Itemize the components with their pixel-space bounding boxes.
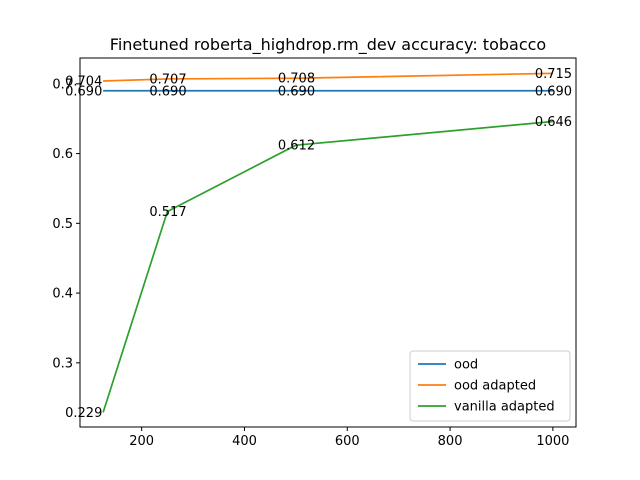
chart-title: Finetuned roberta_highdrop.rm_dev accura… <box>110 35 546 55</box>
data-label: 0.690 <box>149 84 186 99</box>
legend-label: ood <box>454 358 478 373</box>
data-label: 0.690 <box>278 84 315 99</box>
axes-frame <box>79 57 577 428</box>
data-label: 0.690 <box>535 84 572 99</box>
x-tick-label: 1000 <box>536 434 569 449</box>
legend-label: vanilla adapted <box>454 400 555 415</box>
data-label: 0.517 <box>149 205 186 220</box>
plot-area <box>79 57 577 428</box>
x-tick-label: 200 <box>129 434 154 449</box>
legend: ood ood adapted vanilla adapted <box>409 350 571 422</box>
axis-ticks: 200 400 600 800 1000 0.3 0.4 0.5 0.6 0.7 <box>52 77 569 449</box>
x-tick-label: 600 <box>335 434 360 449</box>
y-tick-label: 0.3 <box>52 356 73 371</box>
data-label: 0.229 <box>65 406 102 421</box>
series-line-ood-adapted <box>103 72 553 82</box>
series-lines <box>102 72 553 413</box>
data-label: 0.707 <box>149 72 186 87</box>
legend-label: ood adapted <box>454 379 536 394</box>
data-label: 0.715 <box>535 67 572 82</box>
y-tick-label: 0.5 <box>52 217 73 232</box>
data-label: 0.690 <box>65 84 102 99</box>
series-line-vanilla-adapted <box>102 120 553 413</box>
x-tick-label: 400 <box>232 434 257 449</box>
data-label: 0.646 <box>535 115 572 130</box>
y-tick-label: 0.6 <box>52 147 73 162</box>
y-tick-label: 0.7 <box>52 77 73 92</box>
y-tick-label: 0.4 <box>52 287 73 302</box>
legend-box <box>409 350 571 422</box>
data-label: 0.704 <box>65 75 102 90</box>
data-label: 0.708 <box>278 72 315 87</box>
data-label: 0.612 <box>278 139 315 154</box>
x-tick-label: 800 <box>438 434 463 449</box>
